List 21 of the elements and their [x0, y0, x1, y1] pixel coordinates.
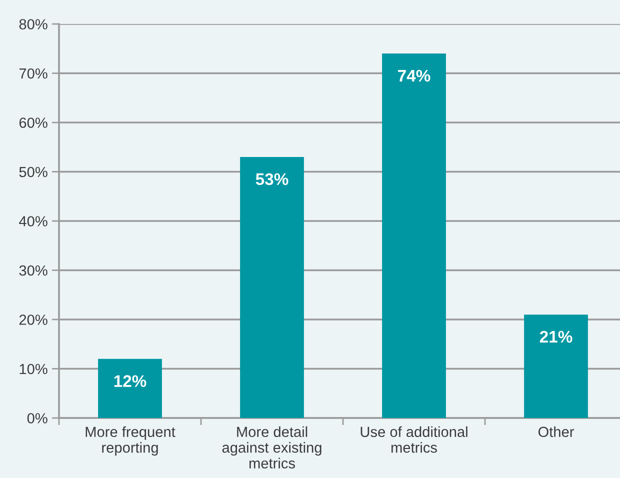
bar: [524, 314, 588, 418]
x-tick-label: Use of additional metrics: [360, 426, 468, 453]
y-tick-label: 20%: [19, 314, 48, 325]
x-tick-label: Other: [538, 426, 574, 438]
bar: [240, 156, 304, 418]
bar: [382, 54, 446, 418]
data-label: 53%: [256, 173, 288, 186]
y-tick-label: 70%: [19, 68, 48, 79]
y-tick-label: 60%: [19, 118, 48, 128]
y-tick-label: 40%: [19, 216, 48, 226]
data-label: 12%: [114, 375, 146, 387]
y-tick-label: 80%: [19, 19, 48, 30]
y-tick-label: 30%: [19, 265, 48, 276]
bar: [98, 358, 162, 418]
x-tick-label: More detail against existing metrics: [222, 426, 322, 468]
data-label: 21%: [540, 330, 572, 343]
data-label: 74%: [398, 70, 430, 82]
y-tick-label: 50%: [19, 166, 48, 178]
y-tick-label: 0%: [27, 413, 48, 424]
y-tick-label: 10%: [20, 364, 48, 374]
x-tick-label: More frequent reporting: [86, 426, 176, 456]
